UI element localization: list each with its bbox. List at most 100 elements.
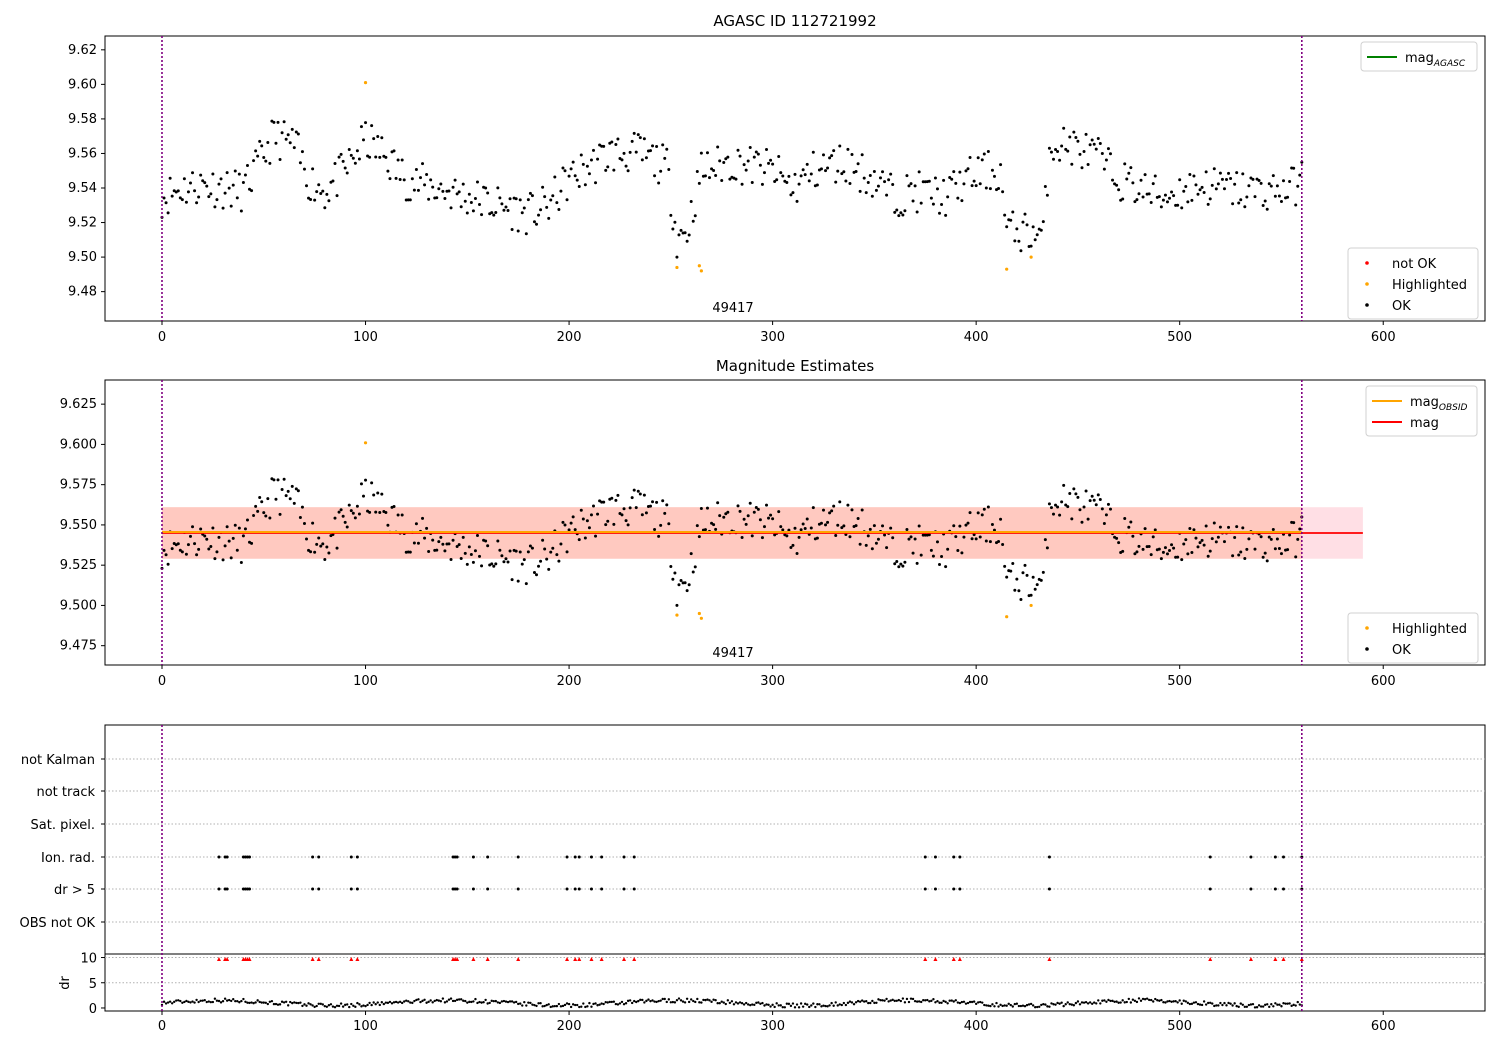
magnitude-ok-point <box>431 538 435 542</box>
agasc-ok-point <box>561 166 565 170</box>
agasc-ok-point <box>622 151 626 155</box>
agasc-ok-point <box>1129 166 1133 170</box>
agasc-ok-point <box>909 182 913 186</box>
dr-point <box>553 1004 557 1008</box>
dr-flag-marker <box>565 957 570 962</box>
dr-point <box>628 999 632 1002</box>
dr-point <box>600 1002 603 1005</box>
dr-point <box>356 1001 359 1005</box>
agasc-ok-point <box>398 178 402 182</box>
magnitude-ok-point <box>319 544 323 548</box>
agasc-ok-point <box>1135 198 1139 202</box>
dr-point <box>258 1000 261 1004</box>
dr-point <box>573 1003 577 1007</box>
dr-point <box>1054 1003 1057 1006</box>
dr-point <box>164 1002 168 1005</box>
dr-flag-marker <box>216 957 221 962</box>
dr-point <box>928 1000 931 1003</box>
agasc-ok-point <box>341 159 345 163</box>
magnitude-ok-point <box>771 517 775 521</box>
magnitude-x-tick-label: 400 <box>964 674 989 689</box>
agasc-ok-point <box>427 197 431 201</box>
dr-point <box>1206 1001 1210 1005</box>
dr-point <box>665 1000 668 1004</box>
dr-point <box>1119 1001 1122 1004</box>
magnitude-ok-point <box>795 552 799 556</box>
dr-point <box>234 999 237 1003</box>
agasc-ok-point <box>498 196 502 200</box>
magnitude-ok-point <box>940 554 944 558</box>
dr-point <box>455 998 459 1002</box>
dr-point <box>559 1005 563 1008</box>
agasc-ok-point <box>1098 142 1102 146</box>
magnitude-ok-point <box>1263 551 1267 555</box>
magnitude-ok-point <box>644 511 648 515</box>
agasc-ok-point <box>828 156 832 160</box>
agasc-ok-point <box>345 171 349 175</box>
magnitude-ok-point <box>976 511 980 515</box>
dr-point <box>624 1002 628 1005</box>
agasc-ok-point <box>569 167 573 171</box>
magnitude-ok-point <box>962 535 966 539</box>
magnitude-ok-point <box>1090 494 1094 498</box>
magnitude-ok-point <box>577 538 581 542</box>
agasc-ok-point <box>606 165 610 169</box>
dr-point <box>502 999 506 1003</box>
agasc-ok-point <box>1271 174 1275 178</box>
agasc-ok-point <box>453 178 457 182</box>
magnitude-ok-point <box>667 522 671 526</box>
agasc-ok-point <box>305 184 309 188</box>
agasc-y-tick-label: 9.56 <box>68 146 97 161</box>
magnitude-ok-point <box>897 565 901 569</box>
dr-point <box>708 999 711 1002</box>
agasc-ok-point <box>469 200 473 204</box>
magnitude-ok-point <box>532 570 536 574</box>
agasc-ok-point <box>364 121 368 125</box>
dr-point <box>423 998 426 1001</box>
legend-magnitude-bottom-swatch <box>1365 647 1369 651</box>
magnitude-ok-point <box>740 536 744 540</box>
flag-dr-point <box>516 887 520 891</box>
dr-point <box>476 1001 479 1005</box>
agasc-highlighted-point <box>363 81 368 85</box>
flag-dr-point <box>933 887 937 891</box>
magnitude-ok-point <box>697 535 701 539</box>
agasc-ok-point <box>585 164 589 168</box>
agasc-ok-point <box>1292 166 1296 170</box>
magnitude-ok-point <box>840 526 844 530</box>
magnitude-ok-point <box>298 515 302 519</box>
dr-point <box>588 1001 591 1005</box>
dr-point <box>311 1004 314 1007</box>
agasc-ok-point <box>602 144 606 148</box>
agasc-ok-point <box>414 167 418 171</box>
dr-point <box>301 1004 304 1008</box>
magnitude-ok-point <box>602 500 606 504</box>
agasc-ok-point <box>891 183 895 187</box>
dr-point <box>435 998 438 1002</box>
dr-point <box>578 1005 581 1009</box>
magnitude-ok-point <box>421 516 425 520</box>
magnitude-ok-point <box>1241 526 1245 530</box>
agasc-highlighted-point <box>1029 255 1033 259</box>
agasc-ok-point <box>1253 195 1257 199</box>
magnitude-ok-point <box>1168 549 1172 553</box>
magnitude-y-tick-label: 9.625 <box>60 397 97 412</box>
magnitude-y-tick-label: 9.575 <box>60 478 97 493</box>
magnitude-ok-point <box>1025 573 1029 577</box>
dr-point <box>889 999 892 1002</box>
agasc-ok-point <box>893 210 897 214</box>
agasc-ok-point <box>1066 149 1070 153</box>
legend-agasc-bottom-box <box>1347 247 1479 320</box>
dr-point <box>842 1001 846 1005</box>
magnitude-ok-point <box>528 544 532 548</box>
dr-point <box>991 1003 994 1006</box>
agasc-ok-point <box>805 162 809 166</box>
agasc-ok-point <box>193 189 197 193</box>
dr-point <box>295 1001 298 1005</box>
dr-point <box>1290 1004 1293 1008</box>
agasc-ok-point <box>300 150 304 154</box>
magnitude-ok-point <box>691 570 695 574</box>
magnitude-ok-point <box>209 545 213 549</box>
dr-point <box>223 997 227 1000</box>
agasc-ok-point <box>1190 198 1194 202</box>
